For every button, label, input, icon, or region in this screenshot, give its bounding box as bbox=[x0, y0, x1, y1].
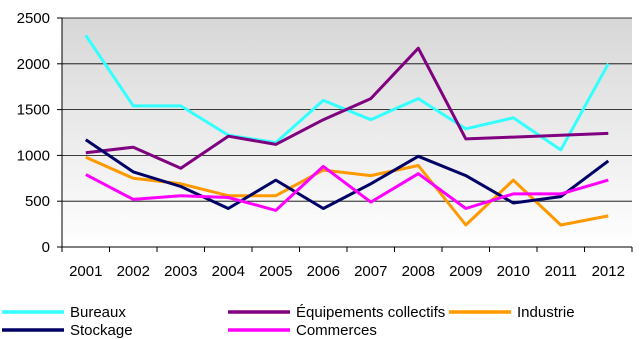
y-tick-label: 500 bbox=[25, 193, 50, 210]
x-tick-label: 2010 bbox=[497, 263, 530, 280]
legend-label-industrie: Industrie bbox=[517, 304, 575, 321]
x-tick-label: 2005 bbox=[259, 263, 292, 280]
x-tick-label: 2003 bbox=[164, 263, 197, 280]
axes bbox=[57, 17, 633, 252]
y-tick-label: 0 bbox=[42, 239, 50, 256]
x-tick-label: 2011 bbox=[545, 263, 577, 280]
x-axis-tick-labels: 2001 2002 2003 2004 2005 2006 2007 2008 2009 2010… bbox=[69, 263, 625, 280]
x-tick-label: 2012 bbox=[592, 263, 625, 280]
x-tick-label: 2008 bbox=[402, 263, 435, 280]
series-line-equipements-collectifs bbox=[85, 46, 609, 170]
y-axis-tick-labels: 0 500 1000 1500 2000 2500 bbox=[17, 10, 50, 256]
y-tick-label: 1500 bbox=[17, 102, 50, 119]
series-line-commerces bbox=[85, 164, 609, 212]
x-tick-label: 2006 bbox=[307, 263, 340, 280]
y-tick-label: 2500 bbox=[17, 10, 50, 27]
x-tick-label: 2001 bbox=[69, 263, 102, 280]
legend-label-commerces: Commerces bbox=[296, 322, 377, 339]
legend-label-bureaux: Bureaux bbox=[70, 304, 126, 321]
legend-label-equipements-collectifs: Équipements collectifs bbox=[296, 304, 445, 321]
y-tick-label: 1000 bbox=[17, 147, 50, 164]
series-lines bbox=[84, 34, 610, 227]
legend: Bureaux Équipements collectifs Industrie St… bbox=[2, 304, 575, 339]
legend-label-stockage: Stockage bbox=[70, 322, 133, 339]
x-tick-label: 2002 bbox=[117, 263, 150, 280]
x-tick-label: 2004 bbox=[212, 263, 245, 280]
y-tick-label: 2000 bbox=[17, 56, 50, 73]
x-tick-label: 2009 bbox=[449, 263, 482, 280]
x-tick-label: 2007 bbox=[354, 263, 387, 280]
series-line-stockage bbox=[84, 138, 610, 210]
